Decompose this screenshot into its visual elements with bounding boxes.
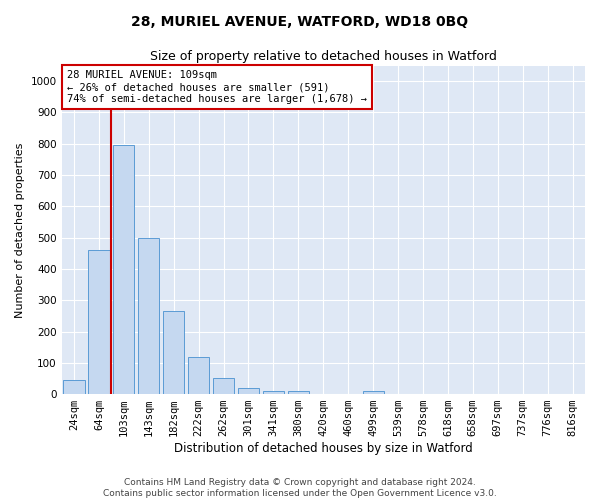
- Bar: [138, 238, 160, 394]
- Text: 28 MURIEL AVENUE: 109sqm
← 26% of detached houses are smaller (591)
74% of semi-: 28 MURIEL AVENUE: 109sqm ← 26% of detach…: [67, 70, 367, 104]
- Text: Contains HM Land Registry data © Crown copyright and database right 2024.
Contai: Contains HM Land Registry data © Crown c…: [103, 478, 497, 498]
- Title: Size of property relative to detached houses in Watford: Size of property relative to detached ho…: [150, 50, 497, 63]
- Bar: [88, 250, 110, 394]
- Bar: [213, 378, 234, 394]
- Bar: [64, 380, 85, 394]
- Bar: [188, 356, 209, 394]
- X-axis label: Distribution of detached houses by size in Watford: Distribution of detached houses by size …: [174, 442, 473, 455]
- Y-axis label: Number of detached properties: Number of detached properties: [15, 142, 25, 318]
- Bar: [288, 391, 309, 394]
- Bar: [263, 391, 284, 394]
- Bar: [238, 388, 259, 394]
- Bar: [113, 146, 134, 394]
- Bar: [163, 311, 184, 394]
- Bar: [362, 391, 384, 394]
- Text: 28, MURIEL AVENUE, WATFORD, WD18 0BQ: 28, MURIEL AVENUE, WATFORD, WD18 0BQ: [131, 15, 469, 29]
